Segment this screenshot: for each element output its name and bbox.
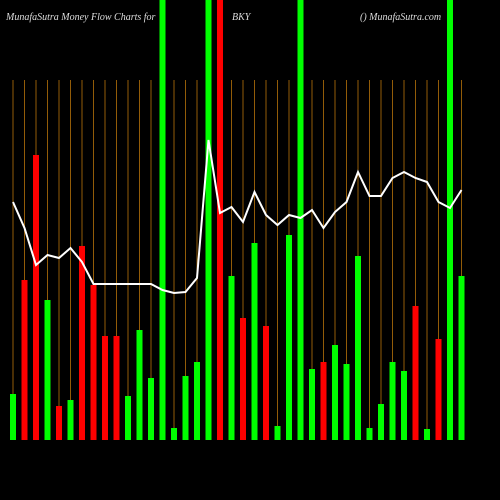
- bar: [320, 362, 327, 440]
- bar: [182, 376, 189, 440]
- bar: [102, 336, 108, 440]
- bar: [148, 378, 154, 440]
- bar: [171, 428, 177, 440]
- bar: [79, 246, 85, 440]
- bar: [424, 429, 430, 440]
- bar: [194, 362, 200, 440]
- bar: [56, 406, 62, 440]
- bar: [401, 371, 407, 440]
- bar: [263, 326, 269, 440]
- bar: [309, 369, 315, 440]
- bar: [205, 0, 212, 440]
- bar: [251, 243, 258, 440]
- title-left: MunafaSutra Money Flow Charts for: [5, 12, 156, 23]
- bar: [159, 0, 166, 440]
- bar: [355, 256, 361, 440]
- bar: [435, 339, 442, 440]
- bar: [67, 400, 74, 440]
- bar: [366, 428, 373, 440]
- bar: [343, 364, 350, 440]
- bar: [136, 330, 143, 440]
- bar: [240, 318, 246, 440]
- bar: [44, 300, 51, 440]
- bar: [217, 0, 223, 440]
- bar: [274, 426, 281, 440]
- bar: [286, 235, 292, 440]
- title-center: BKY: [232, 12, 252, 23]
- bar: [412, 306, 419, 440]
- bar: [10, 394, 16, 440]
- bar: [378, 404, 384, 440]
- flow-line: [12, 139, 463, 295]
- bar: [228, 276, 235, 440]
- bar: [90, 285, 97, 440]
- bar: [113, 336, 120, 440]
- bar: [33, 155, 39, 440]
- title-right: () MunafaSutra.com: [360, 12, 441, 23]
- bar: [447, 0, 453, 440]
- bar: [21, 280, 28, 440]
- bar: [297, 0, 304, 440]
- bar: [389, 362, 396, 440]
- bar: [125, 396, 131, 440]
- bar: [332, 345, 338, 440]
- bar: [458, 276, 465, 440]
